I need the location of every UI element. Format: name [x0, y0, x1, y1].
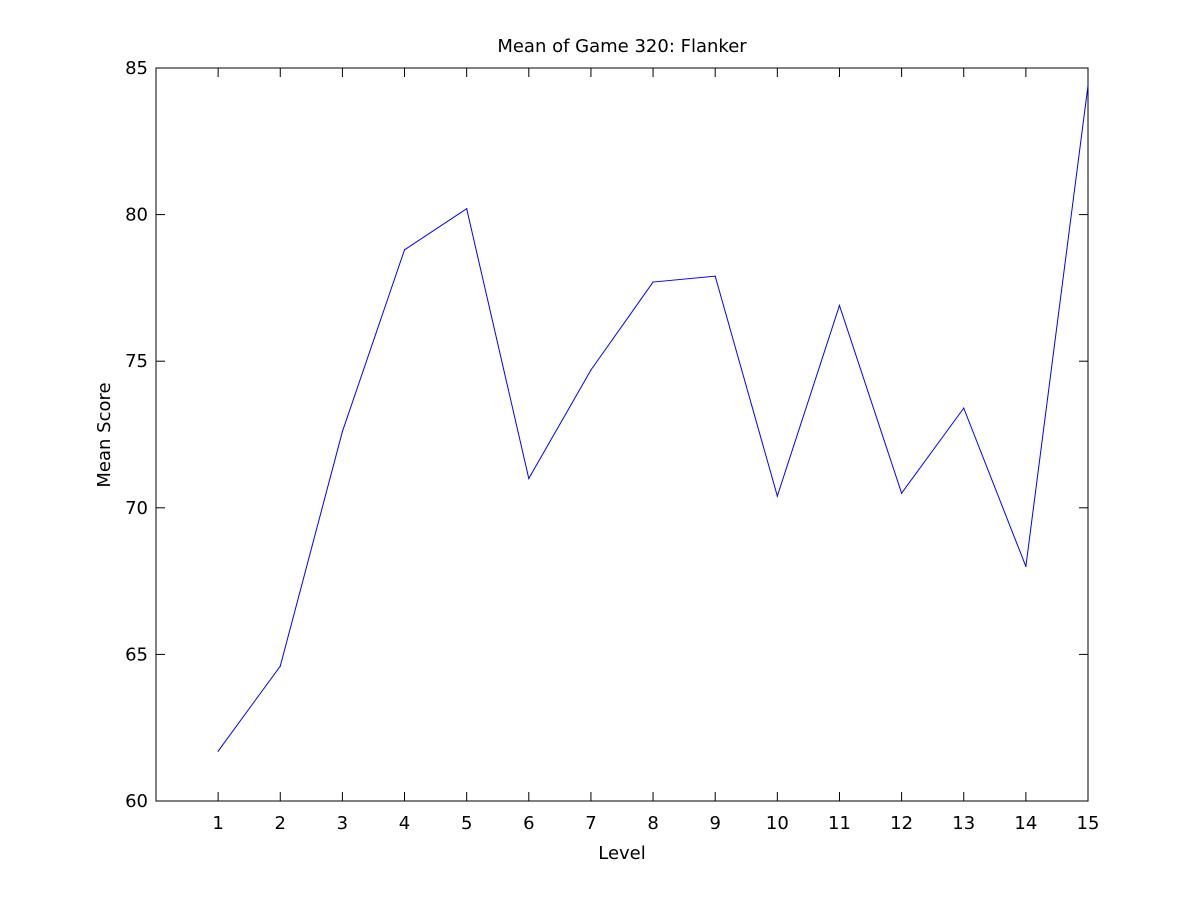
x-tick-label: 13	[952, 813, 975, 834]
chart-title: Mean of Game 320: Flanker	[497, 36, 747, 57]
data-point	[279, 665, 281, 667]
x-tick-label: 5	[461, 813, 472, 834]
x-tick-label: 7	[585, 813, 596, 834]
data-point	[1087, 84, 1089, 87]
y-tick-label: 80	[125, 205, 148, 226]
y-tick-label: 65	[125, 644, 148, 665]
x-tick-label: 6	[523, 813, 534, 834]
y-tick-label: 60	[125, 791, 148, 812]
x-tick-label: 15	[1077, 813, 1100, 834]
y-tick-label: 70	[125, 498, 148, 519]
data-point	[838, 304, 841, 307]
data-point	[652, 281, 654, 283]
data-point	[466, 208, 468, 210]
data-point	[590, 369, 592, 371]
y-tick-label: 75	[125, 351, 148, 372]
data-point	[528, 477, 530, 480]
data-point	[963, 407, 965, 409]
x-tick-label: 3	[337, 813, 348, 834]
data-point	[217, 750, 219, 752]
y-tick-label: 85	[125, 58, 148, 79]
x-tick-label: 10	[766, 813, 789, 834]
x-tick-label: 11	[828, 813, 851, 834]
data-point	[901, 492, 903, 494]
x-tick-label: 1	[212, 813, 223, 834]
x-tick-label: 8	[647, 813, 658, 834]
x-axis: 1 2 3 4 5 6 7 8 9 10 11 12 13 14 15	[212, 68, 1099, 834]
x-tick-label: 12	[890, 813, 913, 834]
x-axis-label: Level	[598, 843, 646, 864]
x-tick-label: 2	[275, 813, 286, 834]
data-point	[341, 430, 343, 433]
x-tick-label: 14	[1014, 813, 1037, 834]
y-axis-label: Mean Score	[94, 382, 115, 487]
data-point	[714, 275, 716, 277]
series-layer	[217, 84, 1089, 752]
data-point	[403, 249, 406, 251]
plot-area	[155, 67, 1089, 802]
x-tick-label: 9	[709, 813, 720, 834]
y-axis: 60 65 70 75 80 85	[125, 58, 1088, 812]
data-point	[776, 495, 778, 497]
x-tick-label: 4	[399, 813, 410, 834]
data-point	[1025, 565, 1027, 568]
